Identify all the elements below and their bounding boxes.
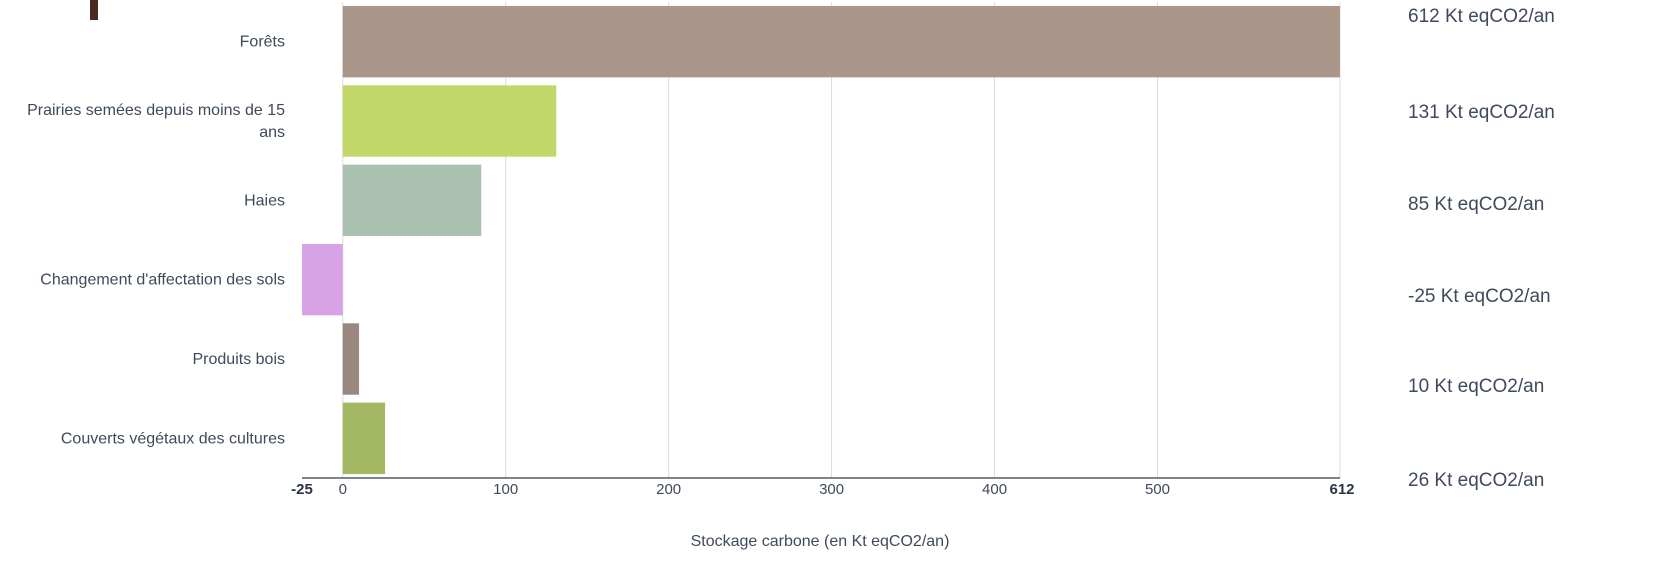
x-tick-label-1: 0 xyxy=(339,481,347,498)
value-label-3: -25 Kt eqCO2/an xyxy=(1408,286,1551,307)
x-tick-label-2: 100 xyxy=(493,481,518,498)
category-label-5: Couverts végétaux des cultures xyxy=(61,430,285,447)
bar-2 xyxy=(342,164,482,237)
x-tick-label-5: 400 xyxy=(982,481,1007,498)
category-label-2: Haies xyxy=(244,192,285,209)
value-label-5: 26 Kt eqCO2/an xyxy=(1408,470,1544,491)
value-label-0: 612 Kt eqCO2/an xyxy=(1408,6,1555,27)
corner-mark xyxy=(90,0,98,20)
bar-4 xyxy=(342,323,360,395)
bar-5 xyxy=(342,402,386,475)
bar-1 xyxy=(342,85,557,157)
x-tick-label-3: 200 xyxy=(656,481,681,498)
bar-3 xyxy=(302,243,343,316)
category-label-4: Produits bois xyxy=(193,351,286,368)
bar-0 xyxy=(342,5,1341,78)
x-axis-title: Stockage carbone (en Kt eqCO2/an) xyxy=(691,533,950,550)
x-tick-label-4: 300 xyxy=(819,481,844,498)
value-label-2: 85 Kt eqCO2/an xyxy=(1408,194,1544,215)
category-label-3: Changement d'affectation des sols xyxy=(40,272,285,289)
x-tick-label-7: 612 xyxy=(1329,481,1354,498)
category-labels: Forêts Prairies semées depuis moins de 15… xyxy=(27,34,285,448)
x-tick-label-0: -25 xyxy=(291,481,313,498)
x-tick-label-6: 500 xyxy=(1145,481,1170,498)
value-label-4: 10 Kt eqCO2/an xyxy=(1408,376,1544,397)
category-label-1: Prairies semées depuis moins de 15 ans xyxy=(27,102,285,141)
grid-lines xyxy=(342,2,1341,478)
bars xyxy=(302,5,1341,475)
category-label-0: Forêts xyxy=(240,34,285,51)
value-label-1: 131 Kt eqCO2/an xyxy=(1408,102,1555,123)
value-labels: 612 Kt eqCO2/an 131 Kt eqCO2/an 85 Kt eqCO… xyxy=(1408,6,1555,491)
x-tick-labels: -25 0 100 200 300 400 500 612 xyxy=(291,481,1354,498)
